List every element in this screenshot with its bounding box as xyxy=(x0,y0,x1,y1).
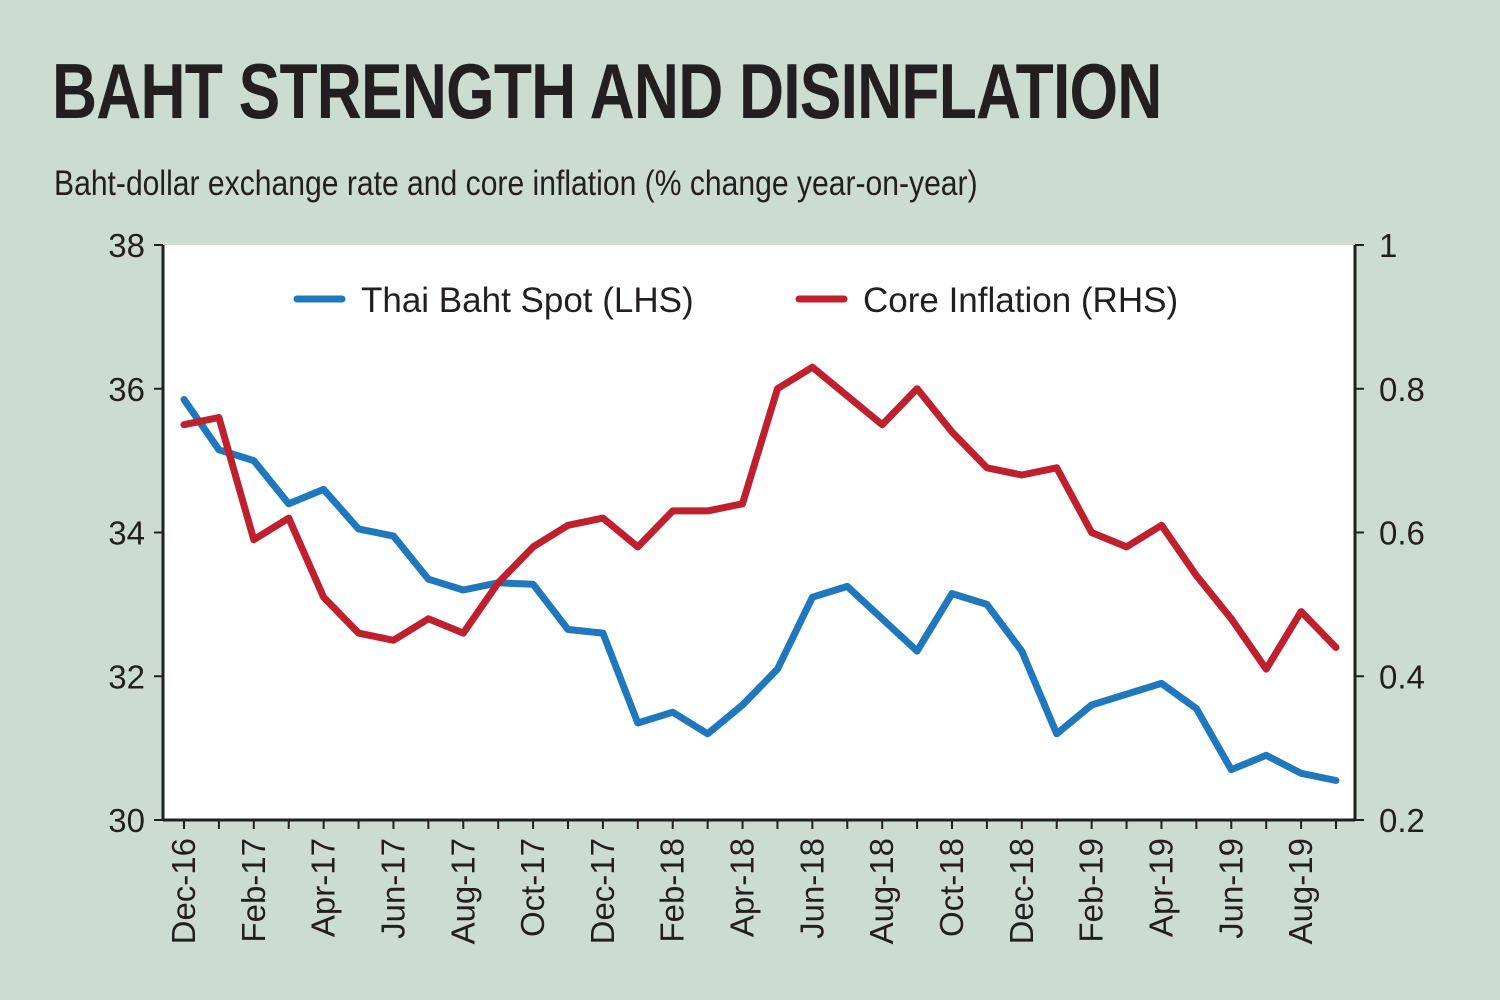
x-axis-tick-label: Feb-19 xyxy=(1073,838,1110,943)
right-axis-tick-label: 1 xyxy=(1379,227,1397,264)
x-axis-tick-label: Dec-16 xyxy=(165,838,202,944)
legend-label: Core Inflation (RHS) xyxy=(863,281,1178,320)
right-axis-tick-label: 0.8 xyxy=(1379,371,1425,408)
x-axis-tick-label: Apr-19 xyxy=(1142,838,1179,937)
x-axis-tick-label: Feb-17 xyxy=(235,838,272,943)
x-axis-tick-label: Aug-18 xyxy=(863,838,900,944)
right-axis-tick-label: 0.4 xyxy=(1379,658,1425,695)
x-axis-tick-label: Jun-18 xyxy=(793,838,830,939)
plot-area xyxy=(163,245,1355,820)
right-axis-tick-label: 0.2 xyxy=(1379,802,1425,839)
thai-baht-spot-line xyxy=(180,396,1340,784)
x-axis-tick-label: Apr-17 xyxy=(305,838,342,937)
left-axis-tick-label: 30 xyxy=(108,802,145,839)
x-axis-tick-label: Aug-19 xyxy=(1282,838,1319,944)
right-axis-tick-label: 0.6 xyxy=(1379,515,1425,552)
x-axis-tick-label: Apr-18 xyxy=(724,838,761,937)
x-axis-tick-label: Dec-17 xyxy=(584,838,621,944)
x-axis-tick-label: Jun-17 xyxy=(374,838,411,939)
chart-title: BAHT STRENGTH AND DISINFLATION xyxy=(52,47,1162,135)
left-axis-tick-label: 32 xyxy=(108,658,145,695)
x-axis-tick-label: Oct-17 xyxy=(514,838,551,937)
x-axis-tick-label: Feb-18 xyxy=(654,838,691,943)
chart-subtitle: Baht-dollar exchange rate and core infla… xyxy=(54,164,978,203)
left-axis-tick-label: 36 xyxy=(108,371,145,408)
x-axis-tick-label: Jun-19 xyxy=(1212,838,1249,939)
x-axis-tick-label: Dec-18 xyxy=(1003,838,1040,944)
legend-label: Thai Baht Spot (LHS) xyxy=(361,281,694,320)
left-axis-tick-label: 34 xyxy=(108,515,145,552)
left-axis-tick-label: 38 xyxy=(108,227,145,264)
core-inflation-line xyxy=(180,363,1340,673)
x-axis-tick-label: Aug-17 xyxy=(444,838,481,944)
x-axis-tick-label: Oct-18 xyxy=(933,838,970,937)
